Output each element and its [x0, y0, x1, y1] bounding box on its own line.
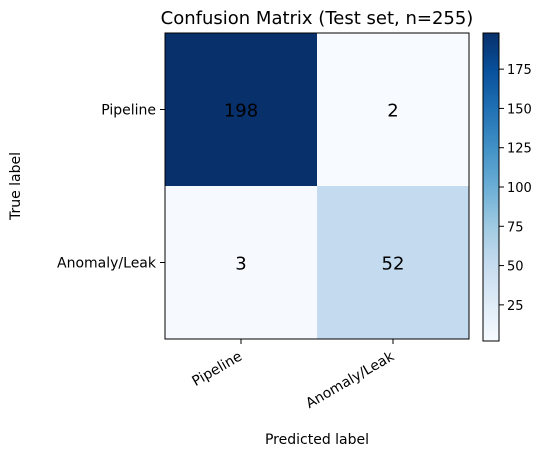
y-axis-label: True label [8, 152, 24, 221]
colorbar-tick-label: 125 [507, 142, 532, 157]
colorbar-tick-label: 75 [507, 220, 524, 235]
colorbar-tick-label: 25 [507, 299, 524, 314]
cell-value-label: 198 [224, 101, 258, 122]
plot-frame [164, 32, 470, 340]
x-tick-label: Pipeline [190, 349, 245, 390]
y-tick-label: Anomaly/Leak [57, 256, 157, 272]
matrix-cell [317, 186, 469, 339]
matrix-cell [165, 33, 317, 186]
matrix-cell [317, 33, 469, 186]
cell-value-label: 3 [235, 254, 246, 275]
colorbar-ticks: 25 50 75 100 125 150 175 [499, 63, 532, 314]
chart-title: Confusion Matrix (Test set, n=255) [161, 8, 474, 29]
y-tick-label: Pipeline [101, 103, 156, 119]
cell-value-label: 52 [382, 254, 405, 275]
colorbar [482, 32, 500, 342]
colorbar-tick-label: 150 [507, 102, 532, 117]
colorbar-tick-label: 175 [507, 63, 532, 78]
x-axis-label: Predicted label [265, 432, 369, 448]
cell-value-label: 2 [387, 101, 398, 122]
matrix-cells: 198 2 3 52 [165, 33, 469, 339]
x-tick-label: Anomaly/Leak [303, 348, 397, 412]
colorbar-tick-label: 50 [507, 260, 524, 275]
colorbar-tick-label: 100 [507, 181, 532, 196]
matrix-cell [165, 186, 317, 339]
